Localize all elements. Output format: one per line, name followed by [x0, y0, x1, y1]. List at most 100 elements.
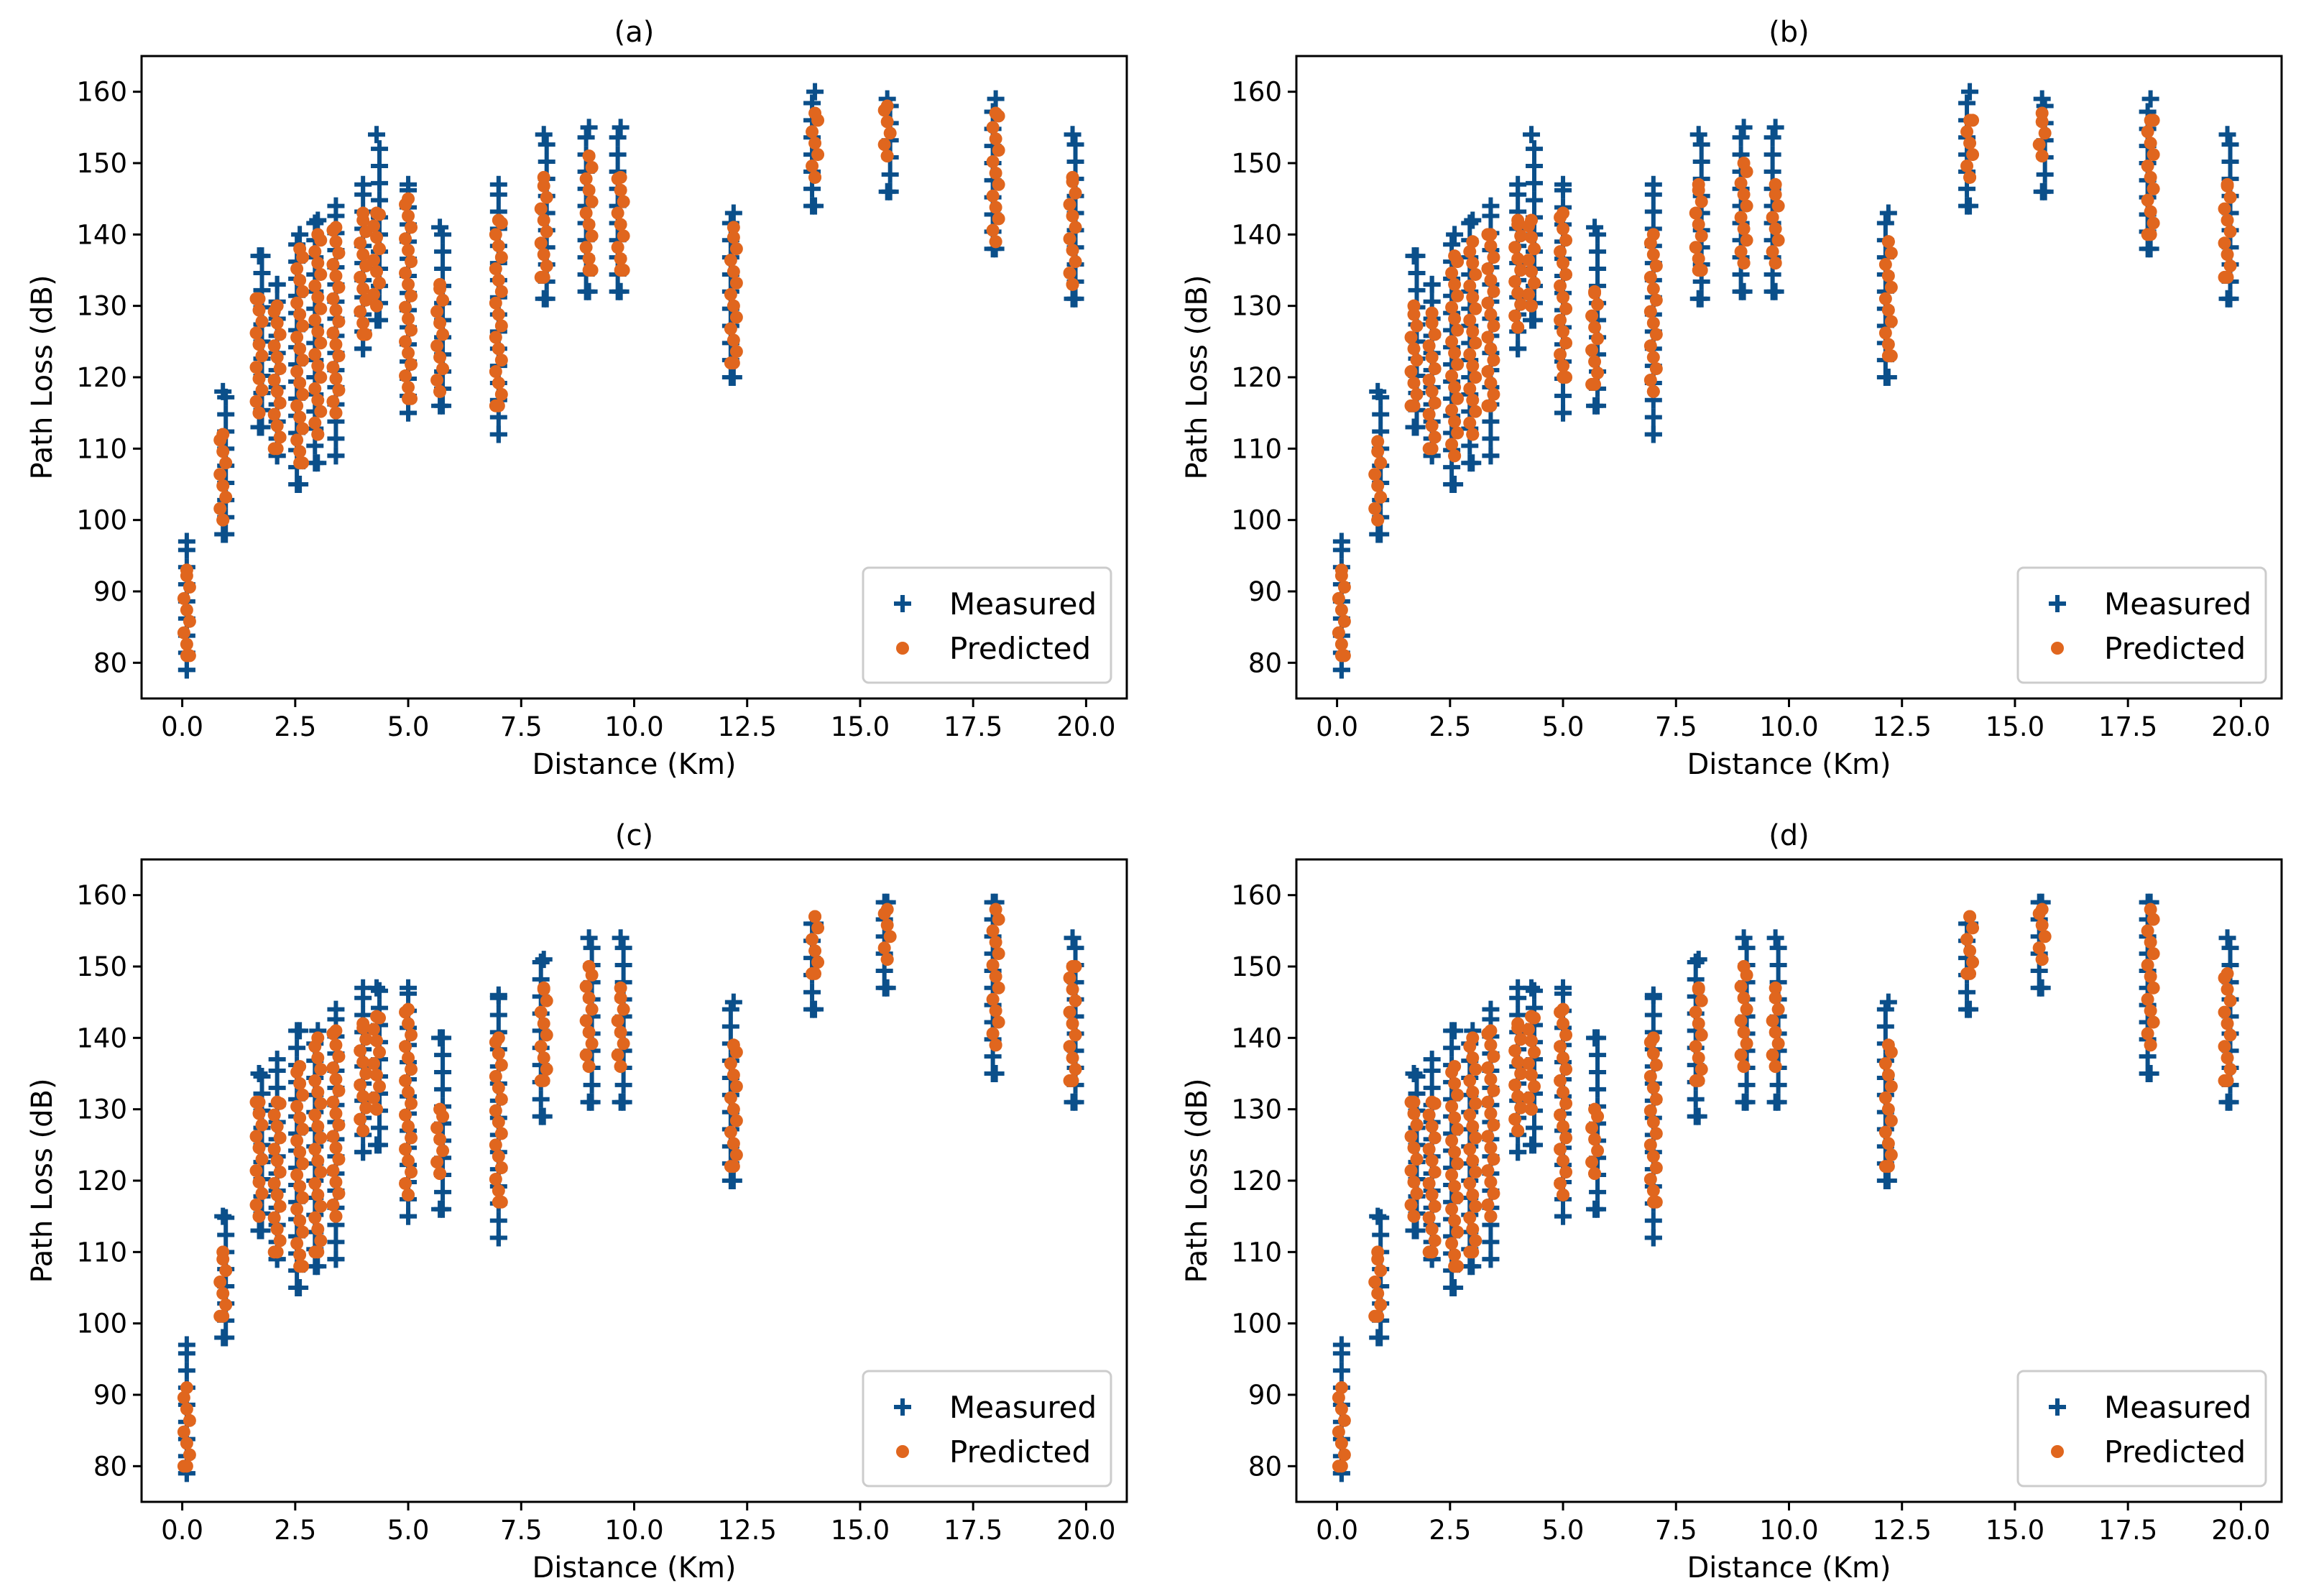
predicted-point [2144, 1004, 2157, 1018]
panel-title: (d) [1769, 819, 1809, 852]
measured-point [583, 939, 601, 957]
measured-point [327, 197, 345, 215]
predicted-point [1445, 335, 1459, 349]
predicted-point [724, 1057, 737, 1071]
predicted-point [308, 348, 322, 361]
predicted-point [540, 225, 553, 239]
measured-point [1586, 397, 1604, 415]
predicted-point [332, 349, 346, 363]
measured-point [1876, 1018, 1894, 1035]
predicted-point [314, 1063, 328, 1076]
predicted-point [273, 362, 287, 376]
measured-point [1369, 525, 1387, 543]
predicted-point [729, 345, 743, 359]
predicted-point [1487, 354, 1500, 367]
predicted-point [255, 1118, 269, 1132]
predicted-point [180, 1381, 193, 1395]
predicted-point [494, 1058, 508, 1072]
measured-point [1692, 136, 1710, 154]
predicted-point [1463, 1211, 1477, 1224]
predicted-point [1881, 269, 1895, 282]
predicted-point [311, 1154, 325, 1168]
predicted-point [1737, 157, 1751, 170]
y-tick-label: 100 [1231, 1309, 1282, 1339]
measured-point [614, 956, 632, 974]
predicted-point [1649, 328, 1663, 341]
predicted-point [1646, 248, 1660, 262]
predicted-point [1487, 285, 1500, 298]
measured-point [214, 1207, 232, 1225]
predicted-point [180, 1459, 193, 1473]
predicted-point [1643, 1069, 1657, 1083]
predicted-point [399, 369, 412, 383]
measured-point [535, 1107, 553, 1125]
predicted-point [2144, 936, 2157, 949]
predicted-point [1445, 1202, 1459, 1216]
predicted-point [1337, 614, 1351, 628]
predicted-point [1528, 242, 1541, 256]
legend-predicted-label: Predicted [2104, 1434, 2246, 1470]
predicted-point [308, 416, 322, 430]
measured-point [1423, 275, 1441, 293]
legend-predicted-marker [896, 1445, 909, 1458]
predicted-point [311, 325, 325, 338]
predicted-point [1487, 1153, 1500, 1166]
predicted-point [1425, 1120, 1439, 1133]
y-tick-label: 130 [76, 1094, 127, 1125]
predicted-point [1769, 257, 1782, 270]
predicted-point [986, 155, 1000, 169]
predicted-point [877, 941, 891, 955]
predicted-point [494, 319, 508, 333]
predicted-point [1407, 1175, 1421, 1189]
measured-point [1589, 243, 1607, 261]
predicted-point [582, 183, 596, 197]
predicted-point [492, 308, 505, 321]
predicted-point [370, 206, 384, 220]
predicted-point [492, 273, 505, 287]
predicted-point [273, 430, 287, 444]
predicted-point [399, 1108, 412, 1122]
predicted-point [1511, 1124, 1525, 1138]
predicted-point [1734, 245, 1748, 259]
predicted-point [986, 1027, 1000, 1041]
predicted-point [2032, 138, 2046, 152]
predicted-point [356, 328, 370, 341]
predicted-point [811, 148, 825, 162]
x-tick-label: 7.5 [1655, 711, 1697, 742]
measured-point [434, 243, 452, 261]
predicted-point [293, 273, 307, 287]
predicted-point [1692, 177, 1705, 191]
measured-point [371, 174, 389, 192]
predicted-point [1963, 910, 1977, 923]
predicted-point [1646, 1081, 1660, 1094]
measured-point [214, 382, 232, 400]
measured-point [1523, 979, 1541, 997]
predicted-point [1528, 1046, 1541, 1059]
predicted-point [585, 229, 599, 243]
predicted-point [296, 285, 310, 298]
predicted-point [430, 339, 444, 353]
predicted-point [433, 351, 447, 364]
predicted-point [1963, 944, 1977, 958]
predicted-point [1469, 267, 1482, 281]
measured-point [1066, 136, 1084, 154]
measured-point [400, 175, 418, 193]
predicted-point [314, 1166, 328, 1179]
predicted-point [329, 372, 343, 385]
predicted-point [1766, 1048, 1779, 1062]
chart-panel-b: (b) 0.0 2.5 5.0 7.5 10.0 12.5 15.0 17.5 20.0 80 90 1… [1181, 16, 2283, 781]
predicted-point [329, 1141, 343, 1155]
measured-point [1482, 447, 1500, 465]
predicted-point [1466, 1051, 1480, 1065]
predicted-point [1963, 967, 1977, 980]
predicted-point [1649, 1092, 1663, 1106]
predicted-point [1445, 403, 1459, 417]
predicted-point [1337, 581, 1351, 594]
predicted-point [989, 200, 1002, 214]
predicted-point [370, 264, 384, 278]
x-tick-label: 15.0 [1986, 711, 2044, 742]
predicted-point [1740, 1002, 1753, 1016]
measured-point [2218, 929, 2236, 947]
measured-point [1446, 1022, 1464, 1040]
measured-point [878, 979, 896, 997]
